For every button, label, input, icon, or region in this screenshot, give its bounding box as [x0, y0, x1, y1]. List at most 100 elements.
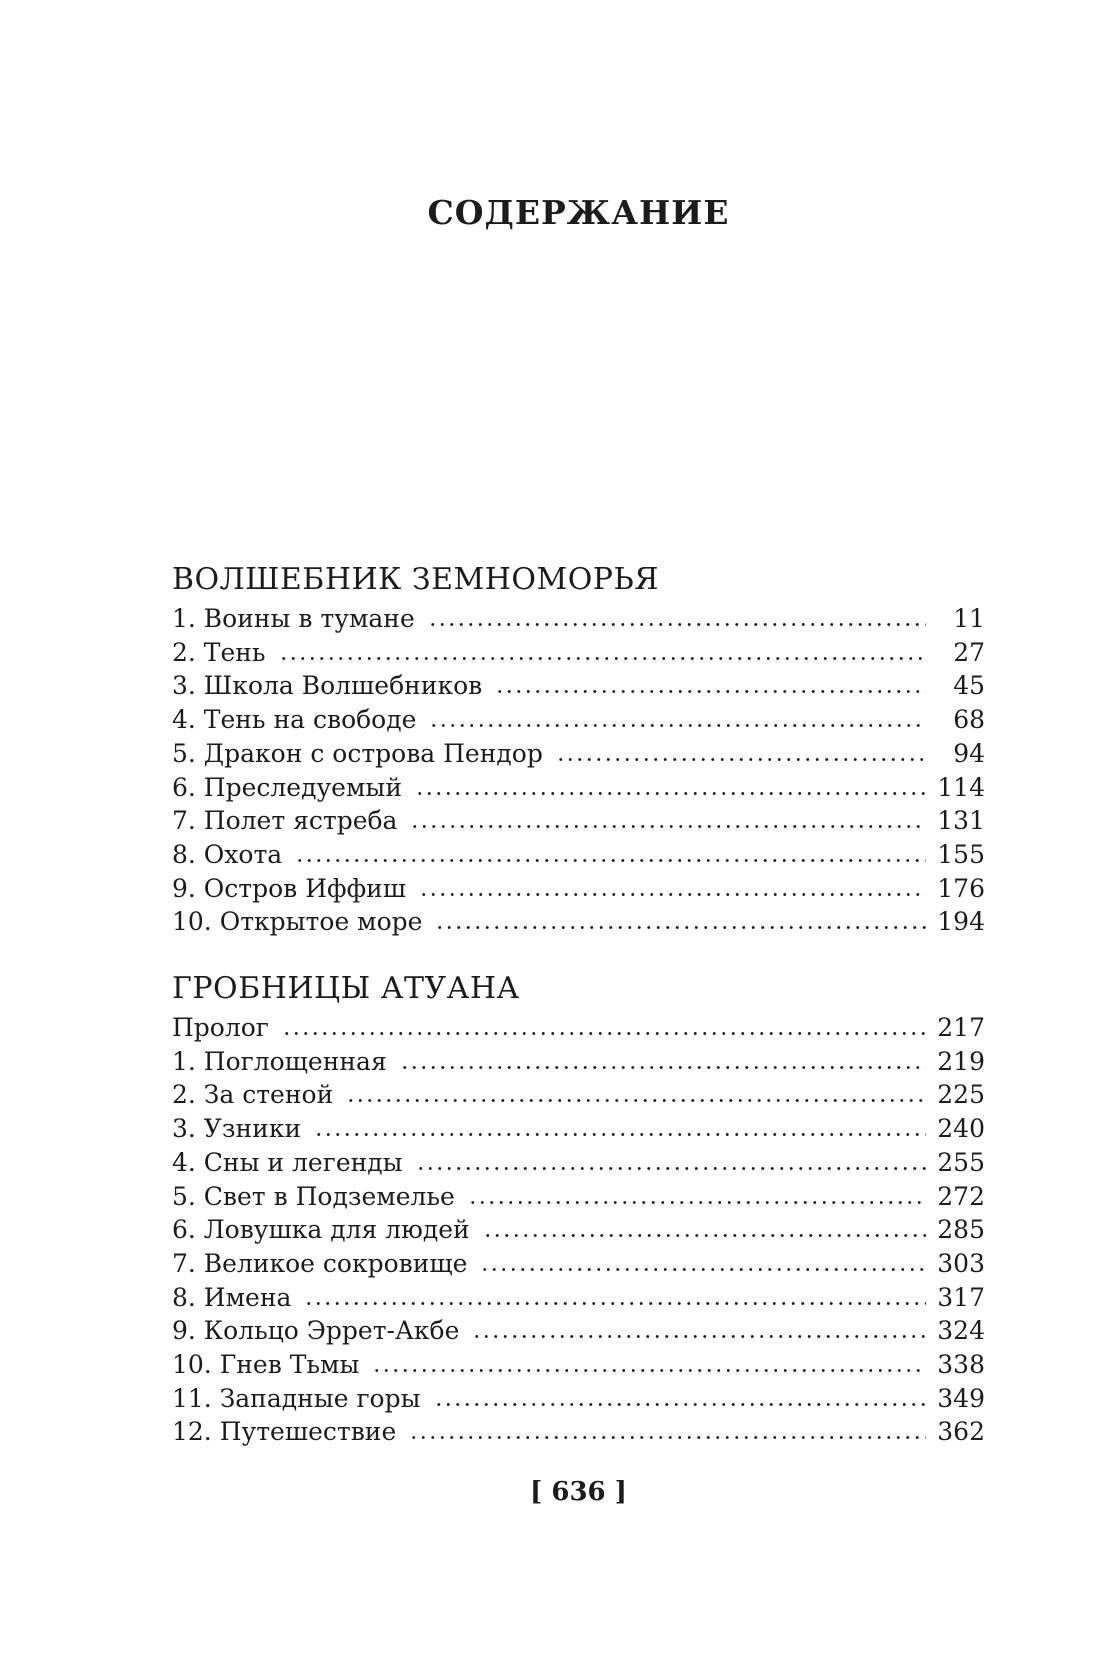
dot-leader — [552, 740, 926, 762]
dot-leader — [430, 1385, 926, 1407]
toc-entry-page-number: 225 — [937, 1080, 985, 1110]
toc-entry-title: 5. Дракон с острова Пендор — [172, 738, 543, 768]
toc-entry: 12. Путешествие 362 — [172, 1415, 985, 1449]
toc-entry: 4. Тень на свободе 68 — [172, 703, 985, 737]
dot-leader — [406, 1419, 926, 1441]
toc-entry-title: 3. Школа Волшебников — [172, 671, 483, 701]
toc-entry-title: 10. Открытое море — [172, 907, 423, 937]
toc-entry: 1. Поглощенная 219 — [172, 1045, 985, 1079]
toc-section: ГРОБНИЦЫ АТУАНА Пролог 217 1. Поглощенна… — [172, 969, 985, 1449]
dot-leader — [412, 1149, 926, 1171]
toc-entry-page-number: 255 — [937, 1147, 985, 1177]
toc-entry-title: 2. Тень — [172, 637, 266, 667]
toc-entry: 11. Западные горы 349 — [172, 1382, 985, 1416]
toc-entry-title: 1. Воины в тумане — [172, 604, 415, 633]
dot-leader — [343, 1082, 926, 1104]
toc-entry-title: 11. Западные горы — [172, 1383, 421, 1413]
toc-entry-page-number: 176 — [937, 873, 985, 903]
toc-entry-page-number: 27 — [953, 637, 985, 667]
toc-entry: 10. Гнев Тьмы 338 — [172, 1348, 985, 1382]
dot-leader — [464, 1183, 926, 1205]
toc-entry: 3. Узники 240 — [172, 1112, 985, 1146]
toc-entry-page-number: 303 — [937, 1248, 985, 1278]
dot-leader — [292, 841, 926, 863]
dot-leader — [424, 606, 926, 627]
toc-entry-title: 7. Великое сокровище — [172, 1248, 468, 1278]
toc-entry: 5. Дракон с острова Пендор 94 — [172, 737, 985, 771]
toc-entry-page-number: 338 — [937, 1350, 985, 1380]
toc-entry-page-number: 131 — [937, 806, 985, 836]
toc-entry-title: 9. Кольцо Эррет-Акбе — [172, 1316, 460, 1346]
toc-entry: 2. Тень 27 — [172, 636, 985, 670]
toc-entry-title: 4. Тень на свободе — [172, 705, 417, 735]
dot-leader — [369, 1352, 926, 1374]
dot-leader — [469, 1318, 926, 1340]
toc-entry: 3. Школа Волшебников 45 — [172, 669, 985, 703]
toc-entry: 5. Свет в Подземелье 272 — [172, 1180, 985, 1214]
dot-leader — [301, 1284, 926, 1306]
toc-entry-title: 6. Преследуемый — [172, 772, 402, 802]
toc-entry: 8. Имена 317 — [172, 1281, 985, 1315]
toc-entry-page-number: 362 — [937, 1417, 985, 1447]
toc-entry-page-number: 114 — [937, 772, 985, 802]
dot-leader — [479, 1217, 926, 1239]
toc-entry: 7. Великое сокровище 303 — [172, 1247, 985, 1281]
toc-entry: 9. Кольцо Эррет-Акбе 324 — [172, 1314, 985, 1348]
toc-entry-title: 8. Охота — [172, 839, 283, 869]
toc-section-heading: ВОЛШЕБНИК ЗЕМНОМОРЬЯ — [172, 562, 659, 597]
toc-entry-title: 9. Остров Иффиш — [172, 873, 407, 903]
toc-entry: 4. Сны и легенды 255 — [172, 1146, 985, 1180]
toc-entry-title: 12. Путешествие — [172, 1417, 397, 1447]
toc-entry-page-number: 94 — [953, 738, 985, 768]
folio-page-number: [ 636 ] — [530, 1477, 627, 1507]
toc-entry-title: 2. За стеной — [172, 1080, 334, 1110]
toc-entry-title: 8. Имена — [172, 1282, 292, 1312]
toc-entry: 6. Ловушка для людей 285 — [172, 1213, 985, 1247]
dot-leader — [311, 1116, 926, 1138]
toc-entry-page-number: 272 — [937, 1181, 985, 1211]
toc-entry-title: 5. Свет в Подземелье — [172, 1181, 455, 1211]
toc-entry: 2. За стеной 225 — [172, 1078, 985, 1112]
toc-section-entries: Пролог 217 1. Поглощенная 219 2. За стен… — [172, 1011, 985, 1449]
dot-leader — [411, 774, 926, 796]
toc-section-entries: 1. Воины в тумане 11 2. Тень 27 3. Школа… — [172, 602, 985, 939]
dot-leader — [416, 875, 926, 897]
toc-entry-page-number: 217 — [937, 1013, 985, 1043]
toc-entry-page-number: 11 — [953, 604, 985, 633]
toc-entry-page-number: 155 — [937, 839, 985, 869]
toc-entry: 6. Преследуемый 114 — [172, 771, 985, 805]
toc-entry-page-number: 317 — [937, 1282, 985, 1312]
contents-title: СОДЕРЖАНИЕ — [427, 193, 730, 232]
dot-leader — [275, 639, 926, 661]
toc-entry-title: 1. Поглощенная — [172, 1046, 387, 1076]
toc-entry-title: 4. Сны и легенды — [172, 1147, 403, 1177]
toc-entry: 7. Полет ястреба 131 — [172, 804, 985, 838]
toc-entry-page-number: 240 — [937, 1114, 985, 1144]
toc-entry: Пролог 217 — [172, 1011, 985, 1045]
toc-section-heading: ГРОБНИЦЫ АТУАНА — [172, 971, 520, 1007]
toc-entry-title: Пролог — [172, 1013, 269, 1043]
toc-entry-page-number: 285 — [937, 1215, 985, 1245]
dot-leader — [278, 1015, 926, 1037]
dot-leader — [396, 1048, 926, 1070]
toc-entry: 8. Охота 155 — [172, 838, 985, 872]
toc-entry-page-number: 194 — [937, 907, 985, 937]
toc-entry: 9. Остров Иффиш 176 — [172, 872, 985, 906]
dot-leader — [407, 808, 926, 830]
dot-leader — [492, 673, 926, 695]
dot-leader — [432, 909, 926, 931]
table-of-contents: ВОЛШЕБНИК ЗЕМНОМОРЬЯ 1. Воины в тумане 1… — [172, 560, 985, 1449]
toc-entry: 10. Открытое море 194 — [172, 905, 985, 939]
toc-entry-page-number: 219 — [937, 1046, 985, 1076]
toc-entry-title: 10. Гнев Тьмы — [172, 1350, 360, 1380]
toc-entry-page-number: 45 — [953, 671, 985, 701]
toc-entry-title: 7. Полет ястреба — [172, 806, 398, 836]
dot-leader — [477, 1250, 926, 1272]
dot-leader — [426, 707, 926, 729]
toc-entry-title: 3. Узники — [172, 1114, 302, 1144]
toc-entry-title: 6. Ловушка для людей — [172, 1215, 470, 1245]
toc-entry-page-number: 68 — [953, 705, 985, 735]
toc-section: ВОЛШЕБНИК ЗЕМНОМОРЬЯ 1. Воины в тумане 1… — [172, 560, 985, 939]
toc-entry-page-number: 324 — [937, 1316, 985, 1346]
